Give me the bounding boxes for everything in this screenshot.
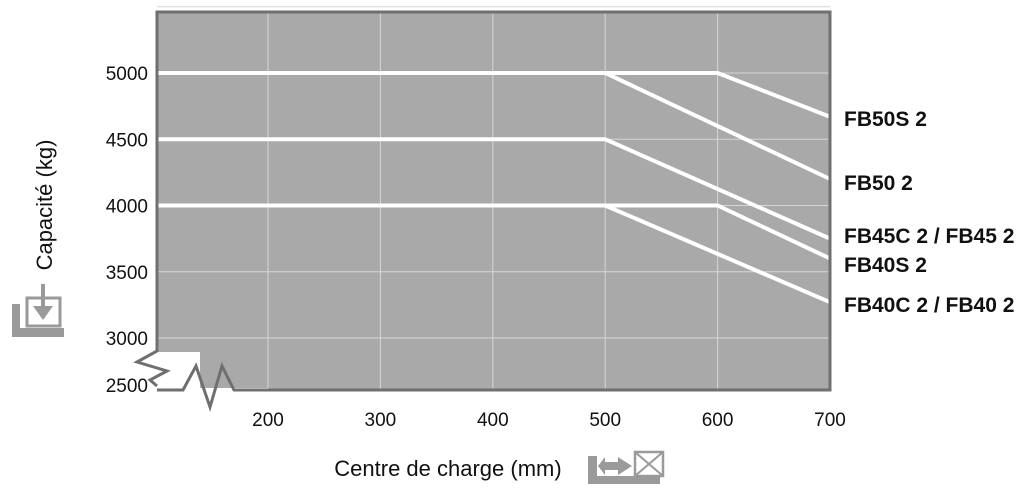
icon-arrow-head — [618, 457, 632, 475]
icon-arrow-head — [598, 457, 605, 475]
series-lines — [157, 71, 831, 305]
x-tick-label: 300 — [365, 410, 397, 431]
icon-fork — [12, 304, 64, 337]
x-tick-label: 600 — [702, 410, 734, 431]
series-label-2: FB50 2 — [844, 172, 913, 195]
icon-cross — [634, 451, 664, 477]
x-tick-label: 500 — [589, 410, 621, 431]
series-labels: FB50S 2 FB50 2 FB45C 2 / FB45 2 FB40S 2 FB40… — [844, 108, 1014, 317]
y-tick-label: 3500 — [106, 263, 148, 284]
y-tick-label: 4000 — [106, 197, 148, 218]
plot-background — [157, 12, 830, 390]
load-center-icon — [588, 450, 665, 484]
y-axis-title: Capacité (kg) — [32, 140, 57, 271]
x-axis-break-mark — [157, 361, 268, 412]
y-tick-label: 5000 — [106, 64, 148, 85]
series-label-4: FB40S 2 — [844, 254, 927, 277]
series-line-3 — [157, 137, 831, 241]
axis-break — [133, 349, 268, 412]
series-label-1: FB50S 2 — [844, 108, 927, 131]
icon-arrow-shaft — [602, 462, 622, 470]
load-down-icon — [12, 284, 64, 337]
series-line-5 — [157, 203, 831, 305]
tick-labels: 2500 3000 3500 4000 4500 5000 200 300 400 500 600 7… — [106, 64, 846, 431]
y-tick-label: 3000 — [106, 329, 148, 350]
plot-frame — [155, 10, 832, 392]
series-label-5: FB40C 2 / FB40 2 — [844, 294, 1014, 317]
x-axis-title: Centre de charge (mm) — [334, 456, 561, 481]
x-tick-label: 200 — [252, 410, 284, 431]
x-tick-label: 700 — [814, 410, 846, 431]
break-mask — [150, 388, 268, 408]
x-tick-label: 400 — [477, 410, 509, 431]
icon-arrow-head — [33, 306, 53, 320]
y-axis-break-mark — [133, 349, 171, 388]
series-line-2 — [157, 71, 831, 181]
icon-box — [633, 450, 665, 478]
series-label-3: FB45C 2 / FB45 2 — [844, 225, 1014, 248]
icon-arrow-shaft — [41, 284, 45, 308]
y-tick-label: 2500 — [106, 376, 148, 397]
y-tick-label: 4500 — [106, 130, 148, 151]
